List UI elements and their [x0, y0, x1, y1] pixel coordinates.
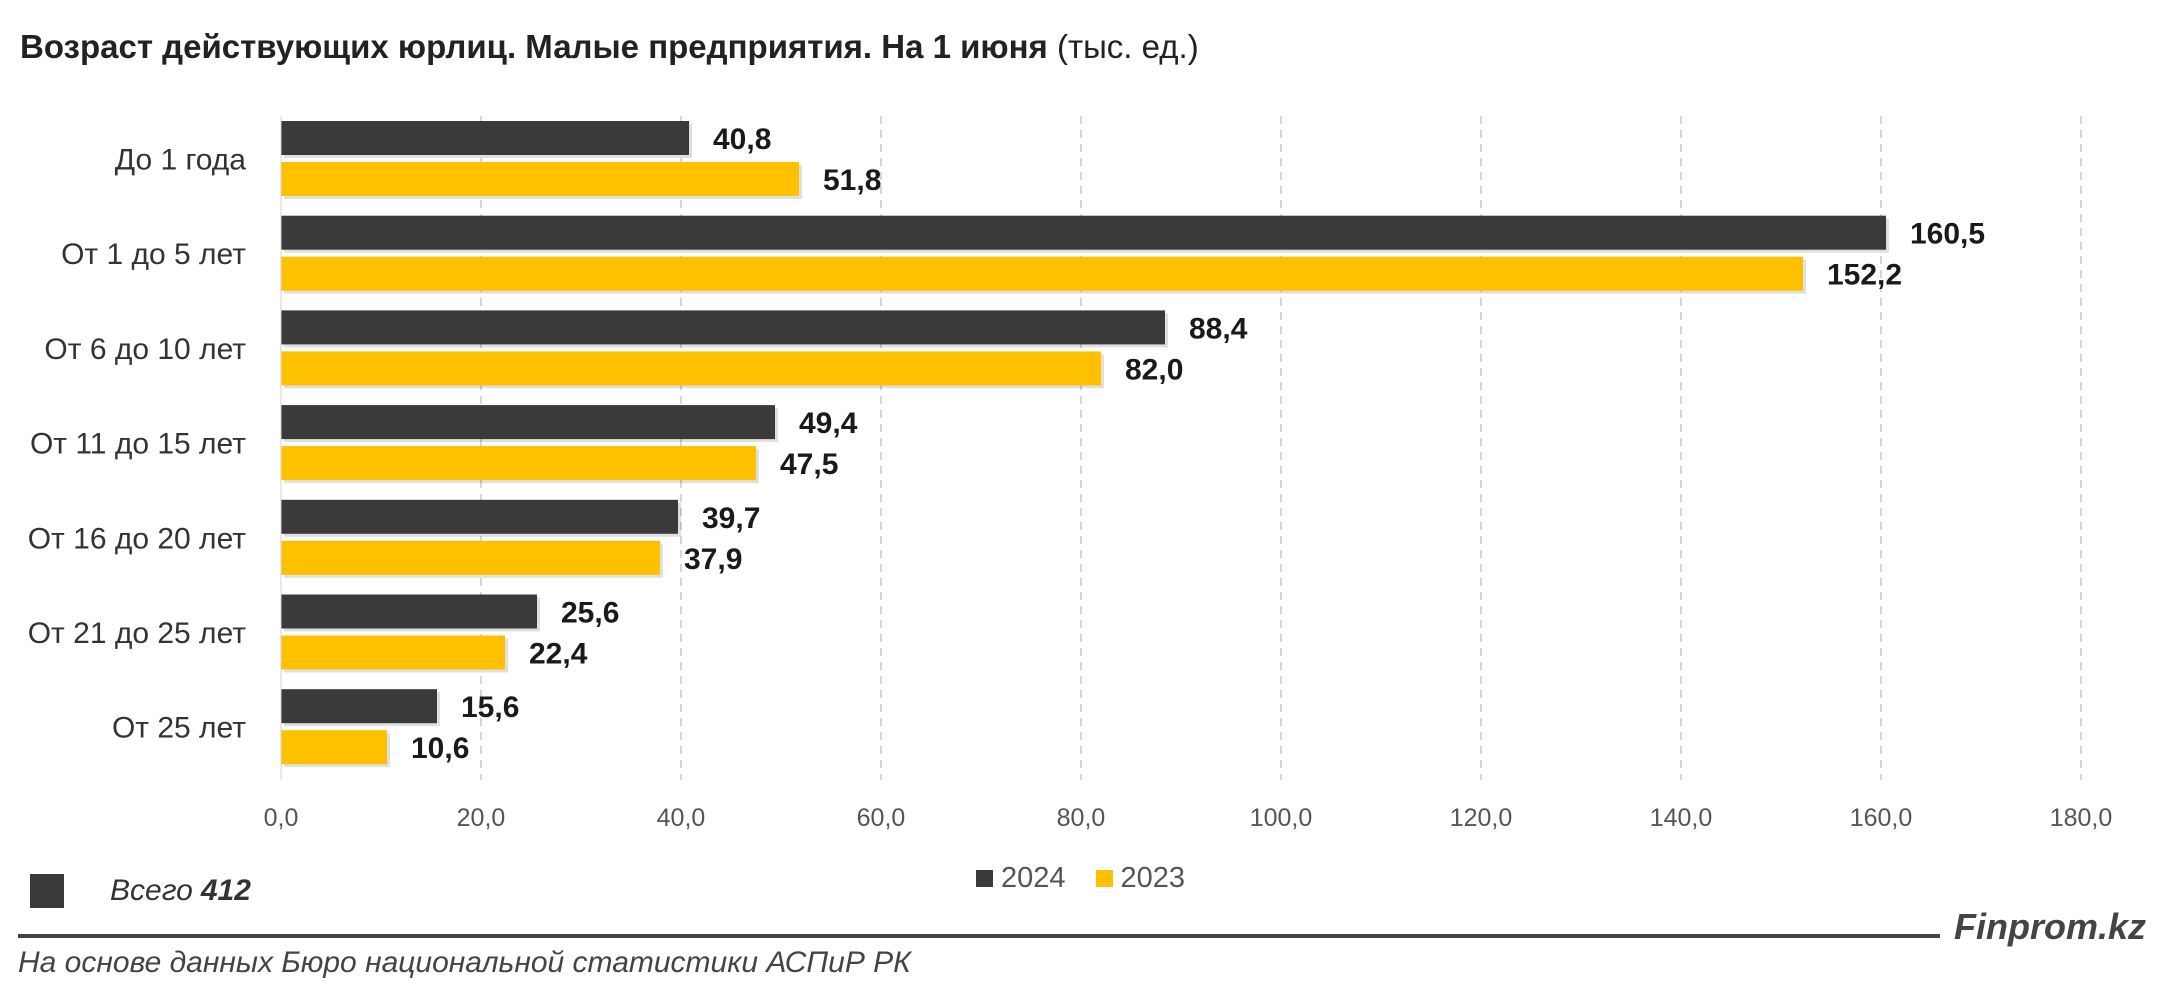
bar-2024: [281, 215, 1886, 250]
x-tick-label: 140,0: [1650, 804, 1713, 832]
category-label: От 25 лет: [112, 712, 246, 745]
footer-divider: [18, 934, 1940, 938]
legend-label-2023: 2023: [1120, 862, 1186, 894]
total-value: 412: [200, 874, 251, 907]
bar-chart: 0,0 20,0 40,0 60,0 80,0 100,0 120,0 140,0 160,0 1…: [28, 116, 2113, 832]
total-summary: Всего 412: [30, 874, 251, 908]
total-square-icon: [30, 874, 64, 908]
bar-2023: [281, 635, 505, 670]
legend: 2024 2023: [976, 862, 1215, 895]
legend-swatch-2023: [1095, 870, 1113, 887]
bar-2024: [281, 689, 437, 724]
x-tick-label: 180,0: [2050, 804, 2113, 832]
bar-2023: [281, 256, 1803, 291]
brand-logo: Finprom.kz: [1953, 906, 2146, 947]
data-label-2024: 15,6: [461, 691, 519, 724]
chart-title-main: Возраст действующих юрлиц. Малые предпри…: [20, 28, 1048, 65]
data-label-2024: 88,4: [1189, 312, 1248, 345]
data-label-2024: 39,7: [702, 502, 760, 535]
bar-2023: [281, 351, 1101, 386]
category-label: От 16 до 20 лет: [28, 522, 247, 555]
bar-2023: [281, 730, 387, 765]
legend-swatch-2024: [976, 870, 993, 887]
data-label-2023: 47,5: [780, 448, 838, 481]
category-label: От 6 до 10 лет: [44, 333, 246, 366]
data-label-2024: 25,6: [561, 597, 619, 630]
bar-2024: [281, 499, 678, 534]
bar-2023: [281, 162, 799, 196]
category-label: От 1 до 5 лет: [61, 238, 246, 271]
data-label-2023: 10,6: [411, 732, 469, 765]
category-label: От 11 до 15 лет: [30, 428, 246, 461]
legend-item-2023: 2023: [1095, 862, 1186, 895]
data-label-2024: 160,5: [1910, 218, 1985, 251]
data-label-2023: 152,2: [1827, 259, 1902, 292]
chart-title: Возраст действующих юрлиц. Малые предпри…: [20, 28, 1199, 66]
total-label: Всего: [110, 874, 193, 907]
x-tick-label: 120,0: [1450, 804, 1513, 832]
chart-title-unit: (тыс. ед.): [1056, 28, 1199, 65]
x-tick-label: 20,0: [457, 804, 506, 832]
bar-2023: [281, 446, 756, 481]
data-label-2023: 37,9: [684, 543, 742, 576]
bar-2024: [281, 310, 1165, 345]
bar-2023: [281, 540, 660, 575]
data-label-2023: 22,4: [529, 638, 588, 671]
x-tick-label: 40,0: [657, 804, 706, 832]
legend-item-2024: 2024: [976, 862, 1066, 895]
source-note: На основе данных Бюро национальной стати…: [18, 946, 911, 979]
bar-2024: [281, 405, 775, 440]
x-tick-label: 60,0: [857, 804, 906, 832]
x-tick-label: 160,0: [1850, 804, 1913, 832]
x-tick-label: 0,0: [264, 804, 299, 832]
x-tick-label: 100,0: [1250, 804, 1313, 832]
category-label: От 21 до 25 лет: [28, 617, 247, 650]
legend-label-2024: 2024: [1001, 862, 1066, 894]
data-label-2024: 40,8: [713, 123, 771, 156]
data-label-2023: 82,0: [1125, 353, 1183, 386]
bar-2024: [281, 594, 537, 629]
category-label: До 1 года: [115, 144, 247, 177]
data-label-2024: 49,4: [799, 407, 858, 440]
bar-2024: [281, 121, 689, 155]
x-tick-label: 80,0: [1057, 804, 1106, 832]
data-label-2023: 51,8: [823, 164, 881, 197]
